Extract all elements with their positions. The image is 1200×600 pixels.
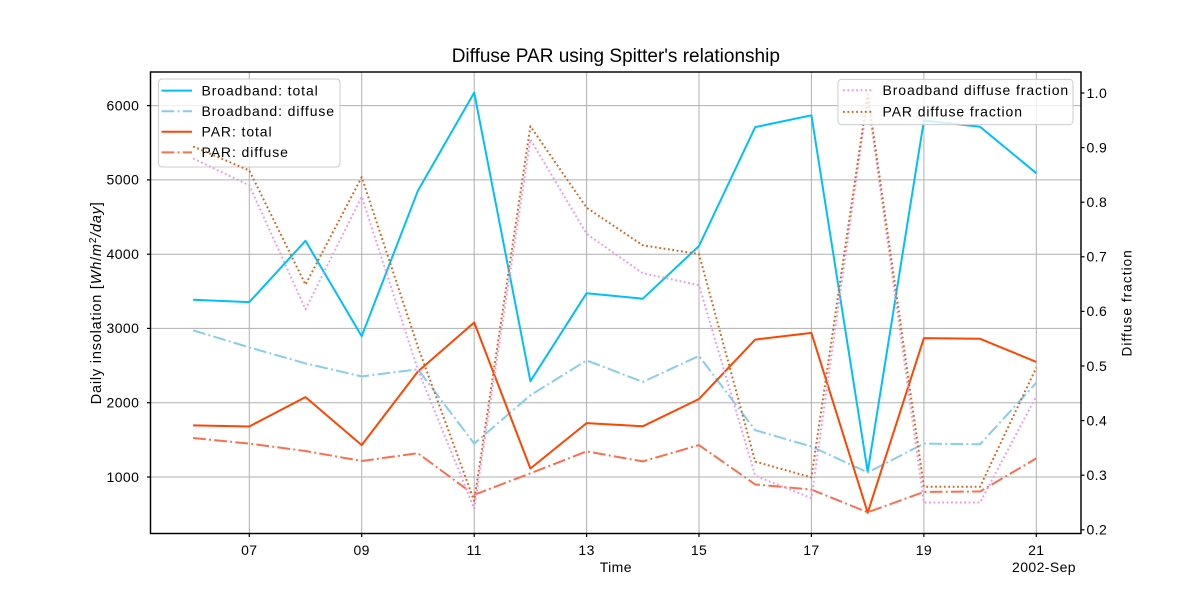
svg-text:0.2: 0.2 — [1087, 522, 1108, 538]
svg-text:Diffuse PAR using Spitter's re: Diffuse PAR using Spitter's relationship — [452, 46, 780, 67]
svg-text:Daily insolation [Wh/m2/day]: Daily insolation [Wh/m2/day] — [88, 201, 105, 404]
svg-text:4000: 4000 — [107, 246, 140, 262]
svg-text:13: 13 — [578, 542, 594, 558]
svg-text:17: 17 — [803, 542, 819, 558]
svg-text:Time: Time — [600, 559, 632, 575]
svg-text:3000: 3000 — [107, 320, 140, 336]
svg-text:11: 11 — [467, 542, 482, 558]
svg-text:0.4: 0.4 — [1087, 412, 1108, 428]
svg-text:1.0: 1.0 — [1087, 85, 1108, 101]
svg-text:1000: 1000 — [107, 469, 140, 485]
svg-text:09: 09 — [354, 542, 370, 558]
svg-text:Broadband: total: Broadband: total — [202, 82, 319, 98]
svg-text:Diffuse fraction: Diffuse fraction — [1120, 249, 1135, 356]
svg-text:6000: 6000 — [107, 97, 140, 113]
svg-text:2000: 2000 — [107, 395, 140, 411]
svg-text:5000: 5000 — [107, 172, 140, 188]
svg-text:2002-Sep: 2002-Sep — [1012, 559, 1076, 575]
svg-text:19: 19 — [916, 542, 932, 558]
svg-text:0.5: 0.5 — [1087, 358, 1108, 374]
svg-text:0.9: 0.9 — [1087, 139, 1108, 155]
svg-text:Broadband diffuse fraction: Broadband diffuse fraction — [883, 82, 1070, 98]
svg-text:0.8: 0.8 — [1087, 194, 1108, 210]
svg-text:0.7: 0.7 — [1087, 249, 1108, 265]
svg-text:0.6: 0.6 — [1087, 303, 1108, 319]
svg-text:07: 07 — [241, 542, 257, 558]
svg-text:21: 21 — [1028, 542, 1044, 558]
svg-text:15: 15 — [691, 542, 707, 558]
svg-text:Broadband: diffuse: Broadband: diffuse — [202, 103, 335, 119]
svg-text:PAR: diffuse: PAR: diffuse — [202, 144, 289, 160]
svg-text:0.3: 0.3 — [1087, 467, 1108, 483]
svg-text:PAR diffuse fraction: PAR diffuse fraction — [883, 104, 1023, 120]
svg-text:PAR: total: PAR: total — [202, 124, 273, 140]
